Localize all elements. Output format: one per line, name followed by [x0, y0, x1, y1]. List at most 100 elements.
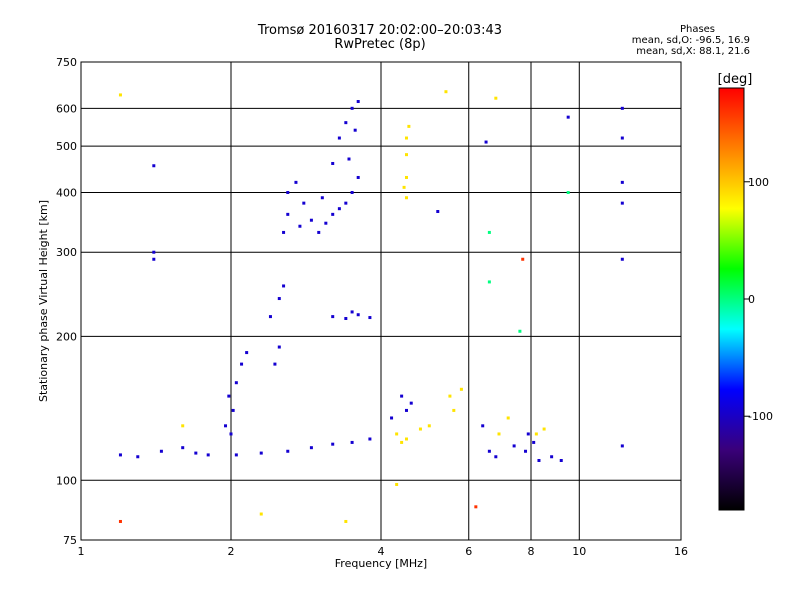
- data-point: [234, 453, 238, 457]
- data-point: [409, 401, 413, 405]
- data-point: [152, 257, 156, 261]
- data-point: [259, 451, 263, 455]
- data-point: [118, 519, 122, 523]
- data-point: [404, 196, 408, 200]
- data-point: [181, 446, 185, 450]
- data-point: [298, 224, 302, 228]
- phases-box: Phases mean, sd,O: -96.5, 16.9 mean, sd,…: [600, 24, 750, 57]
- data-point: [317, 230, 321, 234]
- data-point: [524, 449, 528, 453]
- data-point: [309, 446, 313, 450]
- data-point: [427, 424, 431, 428]
- y-tick-label: 75: [63, 534, 77, 547]
- data-point: [487, 280, 491, 284]
- colorbar-tick-label: -100: [748, 410, 773, 423]
- phases-title: Phases: [679, 24, 716, 35]
- data-point: [344, 519, 348, 523]
- data-point: [350, 440, 354, 444]
- y-tick-label: 600: [56, 102, 77, 115]
- data-point: [404, 153, 408, 157]
- data-point: [331, 442, 335, 446]
- data-point: [481, 424, 485, 428]
- data-point: [350, 190, 354, 194]
- x-tick-labels: 1 2 4 6 8 10 16: [78, 545, 689, 558]
- data-point: [448, 394, 452, 398]
- data-point: [286, 190, 290, 194]
- data-point: [337, 207, 341, 211]
- data-point: [234, 381, 238, 385]
- data-point: [331, 212, 335, 216]
- data-point: [344, 316, 348, 320]
- x-tick-label: 8: [528, 545, 535, 558]
- data-point: [368, 316, 372, 320]
- data-point: [404, 437, 408, 441]
- data-point: [566, 190, 570, 194]
- data-point: [559, 458, 563, 462]
- data-point: [347, 157, 351, 161]
- data-point: [494, 96, 498, 100]
- data-point: [620, 257, 624, 261]
- data-point: [277, 345, 281, 349]
- data-point: [620, 444, 624, 448]
- data-point: [286, 212, 290, 216]
- phases-x-stats: mean, sd,X: 88.1, 21.6: [636, 46, 750, 57]
- y-tick-labels: 75 100 200 300 400 500 600 750: [56, 56, 77, 547]
- data-point: [194, 451, 198, 455]
- data-point: [542, 427, 546, 431]
- data-point: [273, 362, 277, 366]
- data-point: [227, 394, 231, 398]
- data-point: [286, 449, 290, 453]
- data-point: [566, 115, 570, 119]
- data-points: [118, 90, 624, 523]
- plot-frame: [80, 61, 682, 541]
- data-point: [350, 310, 354, 314]
- data-point: [353, 128, 357, 132]
- chart-subtitle: RwPretec (8p): [334, 37, 426, 52]
- data-point: [402, 185, 406, 189]
- data-point: [395, 482, 399, 486]
- data-point: [159, 449, 163, 453]
- colorbar-tick-label: 100: [748, 176, 769, 189]
- data-point: [282, 284, 286, 288]
- data-point: [302, 201, 306, 205]
- data-point: [395, 432, 399, 436]
- data-point: [350, 106, 354, 110]
- data-point: [294, 180, 298, 184]
- data-point: [444, 90, 448, 94]
- data-point: [231, 408, 235, 412]
- x-tick-label: 6: [465, 545, 472, 558]
- data-point: [620, 180, 624, 184]
- data-point: [268, 315, 272, 319]
- data-point: [181, 424, 185, 428]
- data-point: [206, 453, 210, 457]
- data-point: [620, 106, 624, 110]
- data-point: [521, 257, 525, 261]
- data-point: [118, 93, 122, 97]
- data-point: [518, 329, 522, 333]
- data-point: [418, 427, 422, 431]
- phases-o-stats: mean, sd,O: -96.5, 16.9: [631, 35, 750, 46]
- data-point: [620, 201, 624, 205]
- data-point: [487, 230, 491, 234]
- data-point: [356, 175, 360, 179]
- data-point: [390, 416, 394, 420]
- data-point: [337, 136, 341, 140]
- data-point: [356, 313, 360, 317]
- data-point: [118, 453, 122, 457]
- data-point: [474, 505, 478, 509]
- data-point: [534, 432, 538, 436]
- chart-title-line1: Tromsø 20160317 20:02:00–20:03:43: [257, 23, 503, 38]
- data-point: [452, 408, 456, 412]
- data-point: [512, 444, 516, 448]
- data-point: [526, 432, 530, 436]
- data-point: [404, 175, 408, 179]
- data-point: [404, 408, 408, 412]
- data-point: [152, 250, 156, 254]
- data-point: [497, 432, 501, 436]
- data-point: [309, 218, 313, 222]
- chart-title: Tromsø 20160317 20:02:00–20:03:43 RwPret…: [230, 24, 530, 52]
- data-point: [550, 455, 554, 459]
- y-tick-label: 100: [56, 474, 77, 487]
- data-point: [400, 440, 404, 444]
